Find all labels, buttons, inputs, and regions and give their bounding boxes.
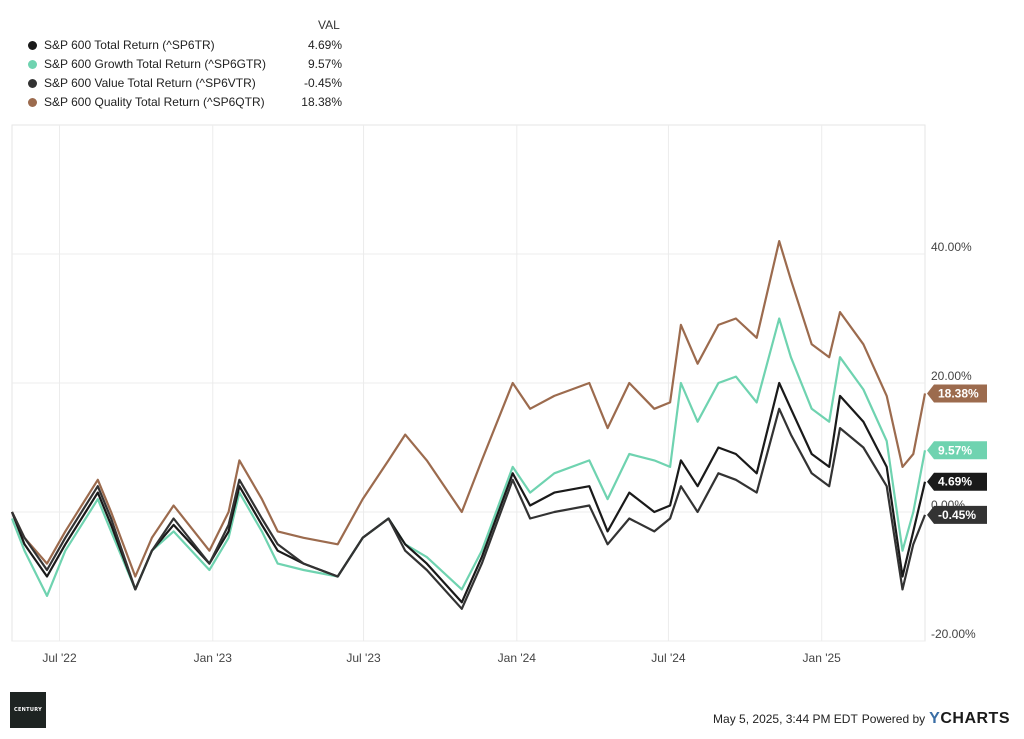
x-tick-label-2: Jul '23 bbox=[346, 651, 381, 665]
end-label-bg-3 bbox=[927, 384, 987, 403]
chart-series bbox=[10, 240, 927, 610]
legend-value-quality: 18.38% bbox=[301, 95, 342, 109]
x-tick-label-5: Jan '25 bbox=[803, 651, 842, 665]
ycharts-logo[interactable]: YCHARTS bbox=[929, 710, 1010, 728]
end-label-bg-0 bbox=[927, 472, 987, 491]
end-label-bg-2 bbox=[927, 505, 987, 524]
ycharts-logo-y: Y bbox=[929, 710, 941, 727]
series-line-1 bbox=[10, 317, 927, 597]
y-tick-label-2: 20.00% bbox=[931, 369, 972, 383]
logo-text: CENTURY bbox=[13, 707, 43, 713]
y-tick-label-3: 40.00% bbox=[931, 240, 972, 254]
legend-dot-growth bbox=[28, 60, 37, 69]
legend-label-quality: S&P 600 Quality Total Return (^SP6QTR) bbox=[44, 95, 265, 109]
legend-value-sp600: 4.69% bbox=[307, 38, 342, 52]
x-tick-label-0: Jul '22 bbox=[42, 651, 77, 665]
end-label-1: 9.57% bbox=[938, 443, 972, 457]
legend-dot-value bbox=[28, 79, 37, 88]
end-label-bg-1 bbox=[927, 441, 987, 460]
legend-item-value[interactable]: S&P 600 Value Total Return (^SP6VTR) -0.… bbox=[22, 74, 342, 93]
footer-timestamp: May 5, 2025, 3:44 PM EDT bbox=[713, 712, 858, 726]
legend-dot-sp600 bbox=[28, 41, 37, 50]
footer-powered-by: Powered by bbox=[861, 712, 926, 726]
legend-value-growth: 9.57% bbox=[307, 57, 342, 71]
series-line-3 bbox=[11, 240, 927, 578]
x-tick-label-4: Jul '24 bbox=[651, 651, 686, 665]
end-labels: 4.69% 9.57% -0.45% 18.38% bbox=[927, 384, 987, 524]
legend-item-quality[interactable]: S&P 600 Quality Total Return (^SP6QTR) 1… bbox=[22, 93, 342, 112]
line-chart: Jul '22 Jan '23 Jul '23 Jan '24 Jul '24 Jan '… bbox=[10, 124, 987, 665]
series-line-2 bbox=[11, 407, 927, 610]
legend-value-value: -0.45% bbox=[303, 76, 342, 90]
legend-label-sp600: S&P 600 Total Return (^SP6TR) bbox=[44, 38, 215, 52]
series-line-0 bbox=[10, 381, 927, 604]
chart-grid bbox=[11, 124, 926, 642]
x-axis: Jul '22 Jan '23 Jul '23 Jan '24 Jul '24 Jan '… bbox=[42, 651, 841, 665]
legend-label-value: S&P 600 Value Total Return (^SP6VTR) bbox=[44, 76, 256, 90]
legend-header: VAL bbox=[318, 18, 340, 32]
y-tick-label-0: -20.00% bbox=[931, 627, 976, 641]
x-tick-label-3: Jan '24 bbox=[498, 651, 537, 665]
end-label-2: -0.45% bbox=[938, 508, 976, 522]
y-axis: -20.00%0.00%20.00%40.00% bbox=[931, 240, 976, 641]
ycharts-logo-text: CHARTS bbox=[940, 710, 1010, 727]
legend-item-growth[interactable]: S&P 600 Growth Total Return (^SP6GTR) 9.… bbox=[22, 55, 342, 74]
legend-label-growth: S&P 600 Growth Total Return (^SP6GTR) bbox=[44, 57, 266, 71]
legend-item-sp600[interactable]: S&P 600 Total Return (^SP6TR) 4.69% bbox=[22, 36, 342, 55]
footer: May 5, 2025, 3:44 PM EDT Powered by YCHA… bbox=[713, 710, 1010, 728]
legend-dot-quality bbox=[28, 98, 37, 107]
century-logo: CENTURY bbox=[10, 692, 46, 728]
end-label-3: 18.38% bbox=[938, 386, 979, 400]
end-label-0: 4.69% bbox=[938, 475, 972, 489]
x-tick-label-1: Jan '23 bbox=[194, 651, 233, 665]
